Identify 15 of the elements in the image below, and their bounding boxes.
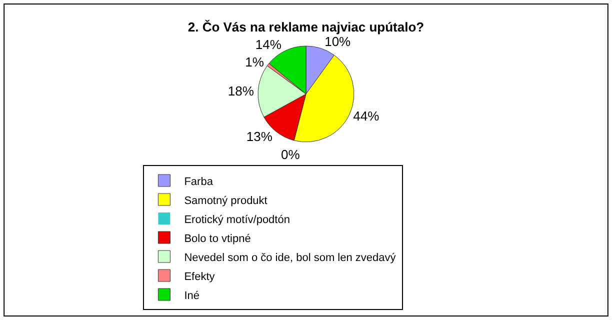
- data-label: 44%: [353, 108, 380, 124]
- data-label: 10%: [324, 34, 352, 50]
- data-label: 13%: [246, 129, 273, 144]
- legend-label: Samotný produkt: [184, 194, 268, 207]
- data-label: 1%: [245, 54, 264, 70]
- chart-title: 2. Čo Vás na reklame najviac upútalo?: [188, 20, 424, 34]
- legend-label: Iné: [184, 290, 200, 302]
- text: 0%: [281, 147, 300, 162]
- legend-label: Efekty: [184, 270, 216, 283]
- legend-label: Nevedel som o čo ide, bol som len zvedavý: [184, 252, 396, 264]
- legend-label: Farba: [184, 176, 214, 188]
- data-label: 14%: [255, 36, 282, 52]
- legend-label: Bolo to vtipné: [184, 232, 251, 245]
- data-label: 18%: [228, 83, 254, 98]
- legend-label: Erotický motív/podtón: [184, 214, 290, 226]
